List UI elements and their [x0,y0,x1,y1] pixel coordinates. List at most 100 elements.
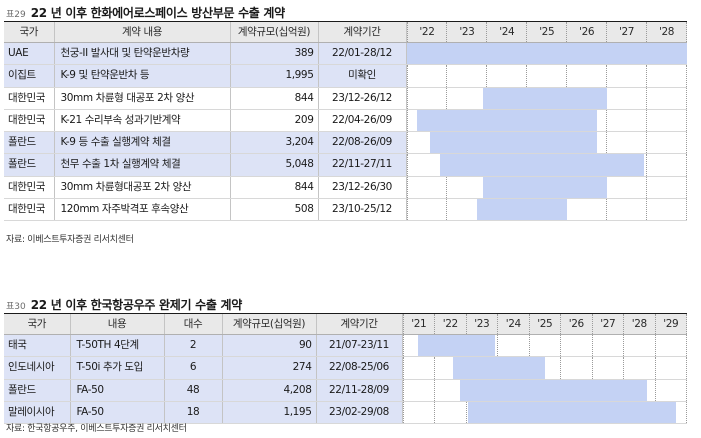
contract-table-kai: 국가 내용 대수 계약규모(십억원) 계약기간 '21'22'23'24'25 '… [4,314,687,425]
year-label: '25 [526,22,566,42]
year-label: '21 [402,314,435,334]
table-row: 폴란드 FA-50 48 4,208 22/11-28/09 [4,379,687,402]
row-content: 천궁-II 발사대 및 탄약운반차량 [54,42,231,66]
row-period: 23/12-26/30 [318,176,407,200]
row-timeline [406,153,687,177]
header-content: 내용 [70,314,165,335]
row-content: 30mm 차륜형 대공포 2차 양산 [54,87,231,110]
contract-period-bar [468,401,677,423]
header-country: 국가 [4,314,71,335]
header-content: 계약 내용 [54,22,231,43]
year-label: '22 [434,314,466,334]
table-row: 태국 T-50TH 4단계 2 90 21/07-23/11 [4,334,687,358]
year-label: '24 [486,22,526,42]
header-value: 계약규모(십억원) [230,22,319,43]
row-count: 2 [164,334,223,358]
row-period: 22/11-27/11 [318,153,407,177]
row-country: 인도네시아 [4,356,71,380]
year-label: '28 [623,314,655,334]
table-row: 대한민국 30mm 차륜형 대공포 2차 양산 844 23/12-26/12 [4,87,687,110]
year-label: '25 [528,314,561,334]
figure-number: 표29 [6,10,26,20]
row-country: 폴란드 [4,153,55,177]
row-country: 대한민국 [4,198,55,222]
row-value: 1,995 [230,64,319,88]
row-country: 말레이시아 [4,401,71,425]
row-timeline [406,198,687,222]
row-country: 태국 [4,334,71,358]
row-timeline [402,334,687,358]
year-label: '26 [560,314,592,334]
figure-29-caption: 표29 22 년 이후 한화에어로스페이스 방산부문 수출 계약 [6,4,285,20]
row-value: 844 [230,87,319,110]
row-timeline [402,379,687,402]
row-country: 대한민국 [4,176,55,200]
year-label: '28 [646,22,687,42]
table-row: 폴란드 천무 수출 1차 실행계약 체결 5,048 22/11-27/11 [4,153,687,177]
contract-period-bar [439,154,644,176]
row-period: 22/04-26/09 [318,109,407,133]
row-period: 21/07-23/11 [316,334,403,358]
contract-period-bar [483,176,607,198]
figure-title: 22 년 이후 한국항공우주 완제기 수출 계약 [30,298,243,312]
row-period: 22/08-26/09 [318,131,407,155]
table-row: 대한민국 30mm 차륜형대공포 2차 양산 844 23/12-26/30 [4,176,687,200]
row-value: 389 [230,42,319,66]
row-content: FA-50 [70,379,165,402]
row-period: 22/08-25/06 [316,356,403,380]
header-country: 국가 [4,22,55,43]
figure-number: 표30 [6,302,26,312]
row-content: K-21 수리부속 성과기반계약 [54,109,231,133]
row-country: 폴란드 [4,131,55,155]
row-content: T-50TH 4단계 [70,334,165,358]
row-content: 천무 수출 1차 실행계약 체결 [54,153,231,177]
row-content: 120mm 자주박격포 후속양산 [54,198,231,222]
header-years: '22'23'24'25'26'27'28 [406,22,687,43]
year-label: '27 [591,314,624,334]
contract-period-bar [429,132,597,153]
year-label: '24 [497,314,529,334]
source-note: 자료: 이베스트투자증권 리서치센터 [6,235,134,245]
row-value: 508 [230,198,319,222]
contract-period-bar [418,335,495,356]
header-years: '21'22'23'24'25'26'27'28'29 [402,314,687,335]
row-country: UAE [4,42,55,66]
header-period: 계약기간 [316,314,403,335]
row-period: 22/11-28/09 [316,379,403,402]
row-period: 22/01-28/12 [318,42,407,66]
row-value: 3,204 [230,131,319,155]
row-count: 48 [164,379,223,402]
row-period: 23/10-25/12 [318,198,407,222]
row-timeline [406,131,687,155]
row-period: 미확인 [318,64,407,88]
table-row: 말레이시아 FA-50 18 1,195 23/02-29/08 [4,401,687,425]
row-timeline [406,176,687,200]
row-timeline [406,42,687,66]
row-period: 23/02-29/08 [316,401,403,425]
row-country: 폴란드 [4,379,71,402]
row-timeline [402,356,687,380]
contract-period-bar [406,43,687,64]
row-value: 274 [222,356,317,380]
header-count: 대수 [164,314,223,335]
table-row: 대한민국 120mm 자주박격포 후속양산 508 23/10-25/12 [4,198,687,222]
row-value: 90 [222,334,317,358]
table-row: 폴란드 K-9 등 수출 실행계약 체결 3,204 22/08-26/09 [4,131,687,155]
row-content: K-9 및 탄약운반차 등 [54,64,231,88]
table-header-row: 국가 내용 대수 계약규모(십억원) 계약기간 '21'22'23'24'25 '… [4,314,687,335]
row-value: 844 [230,176,319,200]
year-label: '26 [566,22,606,42]
caption-rule [4,21,687,22]
row-period: 23/12-26/12 [318,87,407,110]
contract-period-bar [416,109,597,131]
row-value: 1,195 [222,401,317,425]
row-country: 대한민국 [4,109,55,133]
contract-period-bar [460,379,648,401]
year-label: '29 [654,314,687,334]
row-country: 이집트 [4,64,55,88]
row-timeline [406,109,687,133]
figure-30-caption: 표30 22 년 이후 한국항공우주 완제기 수출 계약 [6,296,242,312]
row-count: 6 [164,356,223,380]
year-label: '23 [465,314,498,334]
row-content: FA-50 [70,401,165,425]
